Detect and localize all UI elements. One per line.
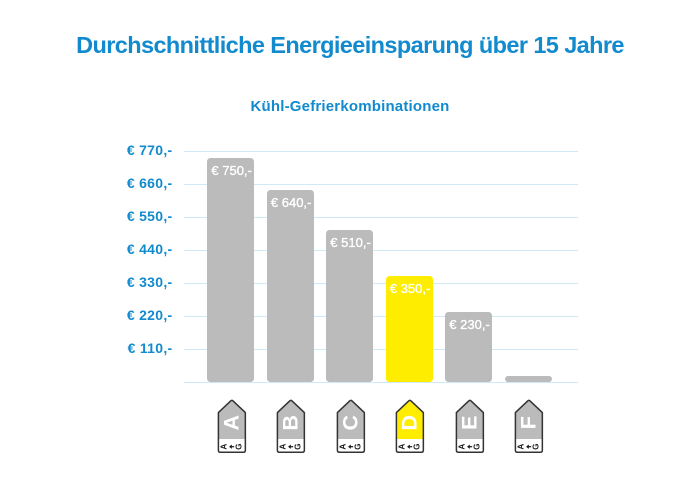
- svg-text:A: A: [338, 443, 347, 449]
- svg-text:E: E: [457, 415, 481, 429]
- svg-text:D: D: [398, 415, 422, 431]
- svg-text:G: G: [532, 443, 541, 449]
- svg-text:A: A: [398, 443, 407, 449]
- svg-text:A: A: [517, 443, 526, 449]
- svg-text:G: G: [413, 443, 422, 449]
- svg-text:G: G: [294, 443, 303, 449]
- svg-text:G: G: [354, 443, 363, 449]
- svg-text:F: F: [517, 416, 541, 429]
- svg-text:B: B: [279, 415, 303, 431]
- svg-text:C: C: [338, 415, 362, 431]
- svg-text:G: G: [235, 443, 244, 449]
- svg-text:A: A: [279, 443, 288, 449]
- svg-text:A: A: [219, 443, 228, 449]
- svg-text:A: A: [457, 443, 466, 449]
- svg-text:G: G: [472, 443, 481, 449]
- svg-text:A: A: [220, 415, 244, 431]
